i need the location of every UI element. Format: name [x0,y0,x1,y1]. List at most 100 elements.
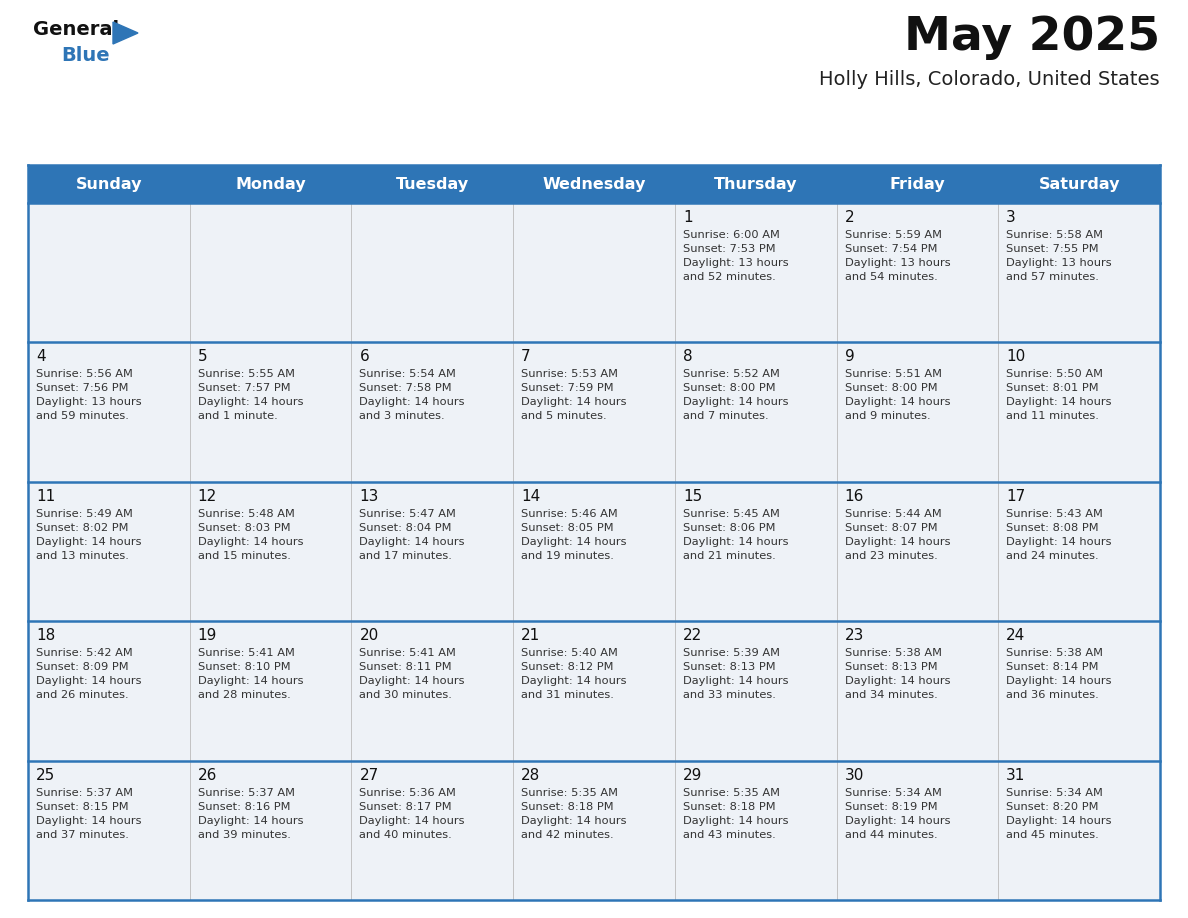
Text: Sunset: 8:12 PM: Sunset: 8:12 PM [522,662,614,672]
Text: May 2025: May 2025 [904,15,1159,60]
Text: and 21 minutes.: and 21 minutes. [683,551,776,561]
Bar [29,482,190,621]
Text: 18: 18 [36,628,56,644]
Text: 2: 2 [845,210,854,225]
Text: and 28 minutes.: and 28 minutes. [197,690,290,700]
Text: 13: 13 [360,488,379,504]
Text: Sunrise: 5:46 AM: Sunrise: 5:46 AM [522,509,618,519]
Text: and 24 minutes.: and 24 minutes. [1006,551,1099,561]
Text: Sunrise: 5:49 AM: Sunrise: 5:49 AM [36,509,133,519]
Text: Sunrise: 5:53 AM: Sunrise: 5:53 AM [522,369,618,379]
Text: Daylight: 14 hours: Daylight: 14 hours [1006,677,1112,686]
Text: Sunset: 7:59 PM: Sunset: 7:59 PM [522,384,614,394]
Text: Sunrise: 5:35 AM: Sunrise: 5:35 AM [683,788,779,798]
Text: and 13 minutes.: and 13 minutes. [36,551,128,561]
Bar [675,482,836,621]
Text: Sunrise: 5:37 AM: Sunrise: 5:37 AM [197,788,295,798]
Text: 9: 9 [845,350,854,364]
Text: Sunset: 8:01 PM: Sunset: 8:01 PM [1006,384,1099,394]
Bar [836,342,998,482]
Text: 28: 28 [522,767,541,783]
Bar [998,342,1159,482]
Text: Daylight: 14 hours: Daylight: 14 hours [683,537,789,547]
Text: Daylight: 14 hours: Daylight: 14 hours [522,677,626,686]
Text: Daylight: 14 hours: Daylight: 14 hours [36,677,141,686]
Bar [675,203,836,342]
Text: 7: 7 [522,350,531,364]
Text: 25: 25 [36,767,56,783]
Text: and 54 minutes.: and 54 minutes. [845,272,937,282]
Text: Sunset: 7:53 PM: Sunset: 7:53 PM [683,244,776,254]
Text: and 40 minutes.: and 40 minutes. [360,830,453,840]
Text: and 3 minutes.: and 3 minutes. [360,411,446,421]
Text: and 1 minute.: and 1 minute. [197,411,278,421]
Text: and 31 minutes.: and 31 minutes. [522,690,614,700]
Text: Daylight: 13 hours: Daylight: 13 hours [683,258,789,268]
Text: Daylight: 14 hours: Daylight: 14 hours [845,815,950,825]
Text: Sunset: 8:04 PM: Sunset: 8:04 PM [360,522,451,532]
Bar [998,203,1159,342]
Text: Sunrise: 5:51 AM: Sunrise: 5:51 AM [845,369,942,379]
Bar [29,621,190,761]
Text: Daylight: 14 hours: Daylight: 14 hours [845,397,950,408]
Text: and 26 minutes.: and 26 minutes. [36,690,128,700]
Text: Sunrise: 5:41 AM: Sunrise: 5:41 AM [197,648,295,658]
Bar [998,621,1159,761]
Text: 16: 16 [845,488,864,504]
Text: Sunrise: 5:38 AM: Sunrise: 5:38 AM [845,648,942,658]
Text: Daylight: 13 hours: Daylight: 13 hours [1006,258,1112,268]
Text: and 23 minutes.: and 23 minutes. [845,551,937,561]
Text: Sunset: 8:19 PM: Sunset: 8:19 PM [845,801,937,812]
Text: Daylight: 14 hours: Daylight: 14 hours [197,537,303,547]
Text: Sunrise: 5:44 AM: Sunrise: 5:44 AM [845,509,941,519]
Text: and 9 minutes.: and 9 minutes. [845,411,930,421]
Text: 5: 5 [197,350,208,364]
Text: Sunset: 8:10 PM: Sunset: 8:10 PM [197,662,290,672]
Text: Sunrise: 5:55 AM: Sunrise: 5:55 AM [197,369,295,379]
Text: Sunset: 8:14 PM: Sunset: 8:14 PM [1006,662,1099,672]
Text: and 36 minutes.: and 36 minutes. [1006,690,1099,700]
Text: Daylight: 14 hours: Daylight: 14 hours [683,815,789,825]
Bar [836,761,998,900]
Text: Sunrise: 5:42 AM: Sunrise: 5:42 AM [36,648,133,658]
Text: 23: 23 [845,628,864,644]
Bar [352,761,513,900]
Bar [513,482,675,621]
Text: and 7 minutes.: and 7 minutes. [683,411,769,421]
Text: Daylight: 14 hours: Daylight: 14 hours [197,815,303,825]
Text: Daylight: 14 hours: Daylight: 14 hours [36,815,141,825]
Text: Daylight: 14 hours: Daylight: 14 hours [36,537,141,547]
Text: Sunrise: 5:50 AM: Sunrise: 5:50 AM [1006,369,1104,379]
Text: Thursday: Thursday [714,176,797,192]
Text: Sunset: 8:07 PM: Sunset: 8:07 PM [845,522,937,532]
Text: Friday: Friday [890,176,946,192]
Text: Sunset: 8:05 PM: Sunset: 8:05 PM [522,522,614,532]
Text: Monday: Monday [235,176,305,192]
Text: Sunrise: 5:47 AM: Sunrise: 5:47 AM [360,509,456,519]
Polygon shape [113,22,138,44]
Text: Daylight: 14 hours: Daylight: 14 hours [522,397,626,408]
Text: 12: 12 [197,488,217,504]
Bar [190,203,352,342]
Text: Sunset: 8:09 PM: Sunset: 8:09 PM [36,662,128,672]
Text: Sunset: 8:18 PM: Sunset: 8:18 PM [522,801,614,812]
Text: Sunset: 8:08 PM: Sunset: 8:08 PM [1006,522,1099,532]
Text: Sunrise: 5:39 AM: Sunrise: 5:39 AM [683,648,779,658]
Text: Sunset: 8:13 PM: Sunset: 8:13 PM [845,662,937,672]
Text: 17: 17 [1006,488,1025,504]
Text: Daylight: 14 hours: Daylight: 14 hours [1006,537,1112,547]
Text: 3: 3 [1006,210,1016,225]
Text: Sunset: 8:00 PM: Sunset: 8:00 PM [683,384,776,394]
Text: Daylight: 14 hours: Daylight: 14 hours [197,677,303,686]
Bar [836,203,998,342]
Text: General: General [33,20,119,39]
Text: Sunset: 8:03 PM: Sunset: 8:03 PM [197,522,290,532]
Text: and 39 minutes.: and 39 minutes. [197,830,291,840]
Text: 21: 21 [522,628,541,644]
Text: Sunrise: 5:34 AM: Sunrise: 5:34 AM [1006,788,1104,798]
Bar [29,761,190,900]
Text: Sunset: 8:18 PM: Sunset: 8:18 PM [683,801,776,812]
Text: 27: 27 [360,767,379,783]
Bar [352,342,513,482]
Text: Sunset: 7:56 PM: Sunset: 7:56 PM [36,384,128,394]
